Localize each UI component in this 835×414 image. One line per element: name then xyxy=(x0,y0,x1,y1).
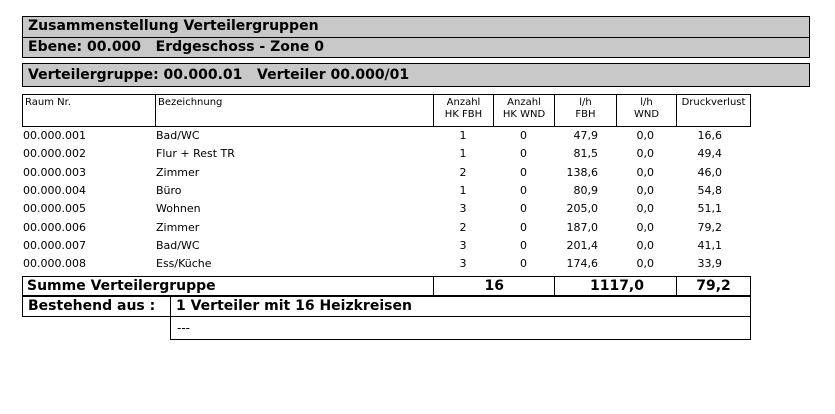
cell-hk-fbh: 3 xyxy=(459,257,467,271)
cell-lh-fbh: 81,5 xyxy=(573,147,599,161)
cell-raum: 00.000.007 xyxy=(23,238,86,252)
summary-lh-cell: 1117,0 xyxy=(554,276,676,296)
cell-lh-wnd: 0,0 xyxy=(636,238,655,252)
cell-raum: 00.000.001 xyxy=(23,129,86,142)
cell-lh-wnd: 0,0 xyxy=(636,129,655,142)
cell-bezeichnung: Zimmer xyxy=(156,165,200,179)
cell-hk-wnd: 0 xyxy=(520,183,527,197)
col-header-lh-wnd-line2: WND xyxy=(633,109,660,120)
cell-hk-fbh: 2 xyxy=(459,165,467,179)
cell-lh-fbh: 174,6 xyxy=(566,257,599,271)
cell-bezeichnung: Zimmer xyxy=(156,220,200,234)
col-header-bezeichnung: Bezeichnung xyxy=(155,94,433,127)
col-header-raum-label: Raum Nr. xyxy=(25,97,71,108)
cell-raum: 00.000.005 xyxy=(23,202,86,216)
summary-label-cell: Summe Verteilergruppe xyxy=(22,276,433,296)
cell-hk-wnd: 0 xyxy=(520,165,527,179)
cell-hk-wnd: 0 xyxy=(520,238,527,252)
group-header: Verteilergruppe: 00.000.01 Verteiler 00.… xyxy=(22,63,810,87)
summary-druck-total: 79,2 xyxy=(696,278,731,294)
cell-druckverlust: 41,1 xyxy=(697,238,723,252)
cell-hk-fbh: 3 xyxy=(459,202,467,216)
cell-lh-fbh: 205,0 xyxy=(566,202,599,216)
cell-hk-wnd: 0 xyxy=(520,220,527,234)
col-header-druckverlust-label: Druckverlust xyxy=(681,97,746,108)
cell-lh-wnd: 0,0 xyxy=(636,147,655,161)
cell-hk-wnd: 0 xyxy=(520,202,527,216)
cell-bezeichnung: Bad/WC xyxy=(156,129,200,142)
col-header-hk-wnd: Anzahl HK WND xyxy=(493,94,554,127)
cell-bezeichnung: Wohnen xyxy=(156,202,201,216)
col-header-bezeichnung-label: Bezeichnung xyxy=(158,97,223,108)
col-header-lh-fbh-line2: FBH xyxy=(575,109,596,120)
cell-raum: 00.000.003 xyxy=(23,165,86,179)
col-header-hk-fbh: Anzahl HK FBH xyxy=(433,94,493,127)
summary-hk-cell: 16 xyxy=(433,276,554,296)
cell-hk-fbh: 1 xyxy=(459,183,467,197)
cell-lh-fbh: 138,6 xyxy=(566,165,599,179)
cell-hk-fbh: 1 xyxy=(459,147,467,161)
cell-lh-wnd: 0,0 xyxy=(636,165,655,179)
summary-druck-cell: 79,2 xyxy=(676,276,751,296)
col-header-druckverlust: Druckverlust xyxy=(676,94,751,127)
summary-label: Summe Verteilergruppe xyxy=(27,278,216,294)
cell-bezeichnung: Büro xyxy=(156,183,182,197)
cell-lh-wnd: 0,0 xyxy=(636,257,655,271)
col-header-lh-wnd: l/h WND xyxy=(616,94,676,127)
level-header: Ebene: 00.000 Erdgeschoss - Zone 0 xyxy=(22,37,810,58)
cell-raum: 00.000.004 xyxy=(23,183,86,197)
summary-hk-total: 16 xyxy=(484,278,504,294)
cell-bezeichnung: Bad/WC xyxy=(156,238,200,252)
composition-extra: --- xyxy=(177,321,190,335)
cell-druckverlust: 46,0 xyxy=(697,165,723,179)
col-header-hk-fbh-line1: Anzahl xyxy=(446,97,481,108)
col-header-hk-wnd-line2: HK WND xyxy=(502,109,546,120)
cell-hk-fbh: 3 xyxy=(459,238,467,252)
cell-hk-wnd: 0 xyxy=(520,147,527,161)
cell-lh-fbh: 80,9 xyxy=(573,183,599,197)
cell-druckverlust: 16,6 xyxy=(697,129,723,142)
cell-hk-wnd: 0 xyxy=(520,257,527,271)
cell-druckverlust: 79,2 xyxy=(697,220,723,234)
col-header-lh-wnd-line1: l/h xyxy=(640,97,653,108)
composition-label-cell: Bestehend aus : xyxy=(22,296,171,317)
cell-raum: 00.000.002 xyxy=(23,147,86,161)
composition-value: 1 Verteiler mit 16 Heizkreisen xyxy=(176,298,412,314)
cell-hk-fbh: 2 xyxy=(459,220,467,234)
col-header-lh-fbh-line1: l/h xyxy=(579,97,592,108)
cell-bezeichnung: Flur + Rest TR xyxy=(156,147,235,161)
report-title: Zusammenstellung Verteilergruppen xyxy=(22,16,810,38)
cell-bezeichnung: Ess/Küche xyxy=(156,257,212,271)
col-header-hk-wnd-line1: Anzahl xyxy=(507,97,541,108)
cell-lh-fbh: 201,4 xyxy=(566,238,599,252)
cell-raum: 00.000.008 xyxy=(23,257,86,271)
cell-lh-wnd: 0,0 xyxy=(636,202,655,216)
cell-lh-wnd: 0,0 xyxy=(636,183,655,197)
composition-extra-cell: --- xyxy=(170,316,751,340)
cell-druckverlust: 33,9 xyxy=(697,257,723,271)
cell-hk-fbh: 1 xyxy=(459,129,467,142)
cell-lh-wnd: 0,0 xyxy=(636,220,655,234)
cell-lh-fbh: 47,9 xyxy=(573,129,599,142)
cell-druckverlust: 51,1 xyxy=(697,202,723,216)
col-header-hk-fbh-line2: HK FBH xyxy=(444,109,483,120)
composition-label: Bestehend aus : xyxy=(28,298,156,314)
cell-lh-fbh: 187,0 xyxy=(566,220,599,234)
cell-hk-wnd: 0 xyxy=(520,129,527,142)
cell-druckverlust: 49,4 xyxy=(697,147,723,161)
composition-value-cell: 1 Verteiler mit 16 Heizkreisen xyxy=(170,296,751,317)
cell-druckverlust: 54,8 xyxy=(697,183,723,197)
cell-raum: 00.000.006 xyxy=(23,220,86,234)
summary-lh-total: 1117,0 xyxy=(589,278,644,294)
col-header-raum: Raum Nr. xyxy=(22,94,155,127)
col-header-lh-fbh: l/h FBH xyxy=(554,94,616,127)
